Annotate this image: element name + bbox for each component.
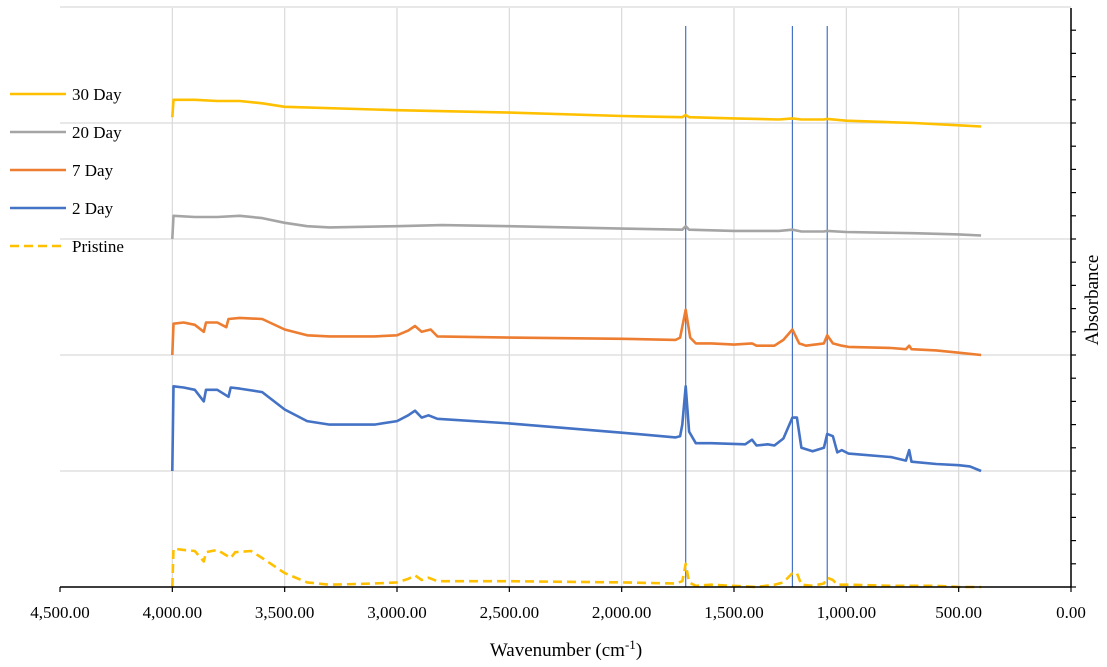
legend-label: Pristine	[72, 237, 124, 256]
legend-label: 30 Day	[72, 85, 122, 104]
legend-label: 7 Day	[72, 161, 114, 180]
x-tick-label: 3,500.00	[255, 603, 315, 622]
series-line-2-day	[171, 385, 982, 473]
x-axis-title: Wavenumber (cm-1)	[490, 637, 642, 661]
x-tick-label: 3,000.00	[367, 603, 427, 622]
x-tick-label: 500.00	[935, 603, 982, 622]
reference-lines	[685, 26, 828, 587]
series-line-pristine	[171, 547, 982, 589]
x-tick-label: 4,500.00	[30, 603, 90, 622]
x-tick-label: 1,500.00	[704, 603, 764, 622]
x-tick-label: 2,000.00	[592, 603, 652, 622]
legend-label: 2 Day	[72, 199, 114, 218]
x-axis-title-suffix: )	[636, 640, 642, 661]
x-tick-label: 4,000.00	[143, 603, 203, 622]
x-axis-title-superscript: -1	[625, 637, 636, 652]
x-tick-label: 0.00	[1056, 603, 1086, 622]
legend: 30 Day 20 Day 7 Day 2 Day Pristine	[10, 85, 124, 256]
legend-label: 20 Day	[72, 123, 122, 142]
x-tick-label: 2,500.00	[480, 603, 540, 622]
series-line-30-day	[171, 98, 982, 128]
axes	[59, 8, 1076, 592]
y-axis-title: Absorbance	[1082, 255, 1103, 346]
x-tick-label: 1,000.00	[817, 603, 877, 622]
series-line-7-day	[171, 308, 982, 357]
gridlines	[60, 6, 1072, 588]
x-axis-title-main: Wavenumber (cm	[490, 640, 625, 661]
series-line-20-day	[171, 214, 982, 240]
x-tick-labels: 4,500.00 4,000.00 3,500.00 3,000.00 2,500.00…	[30, 603, 1086, 622]
series-lines	[171, 98, 982, 589]
